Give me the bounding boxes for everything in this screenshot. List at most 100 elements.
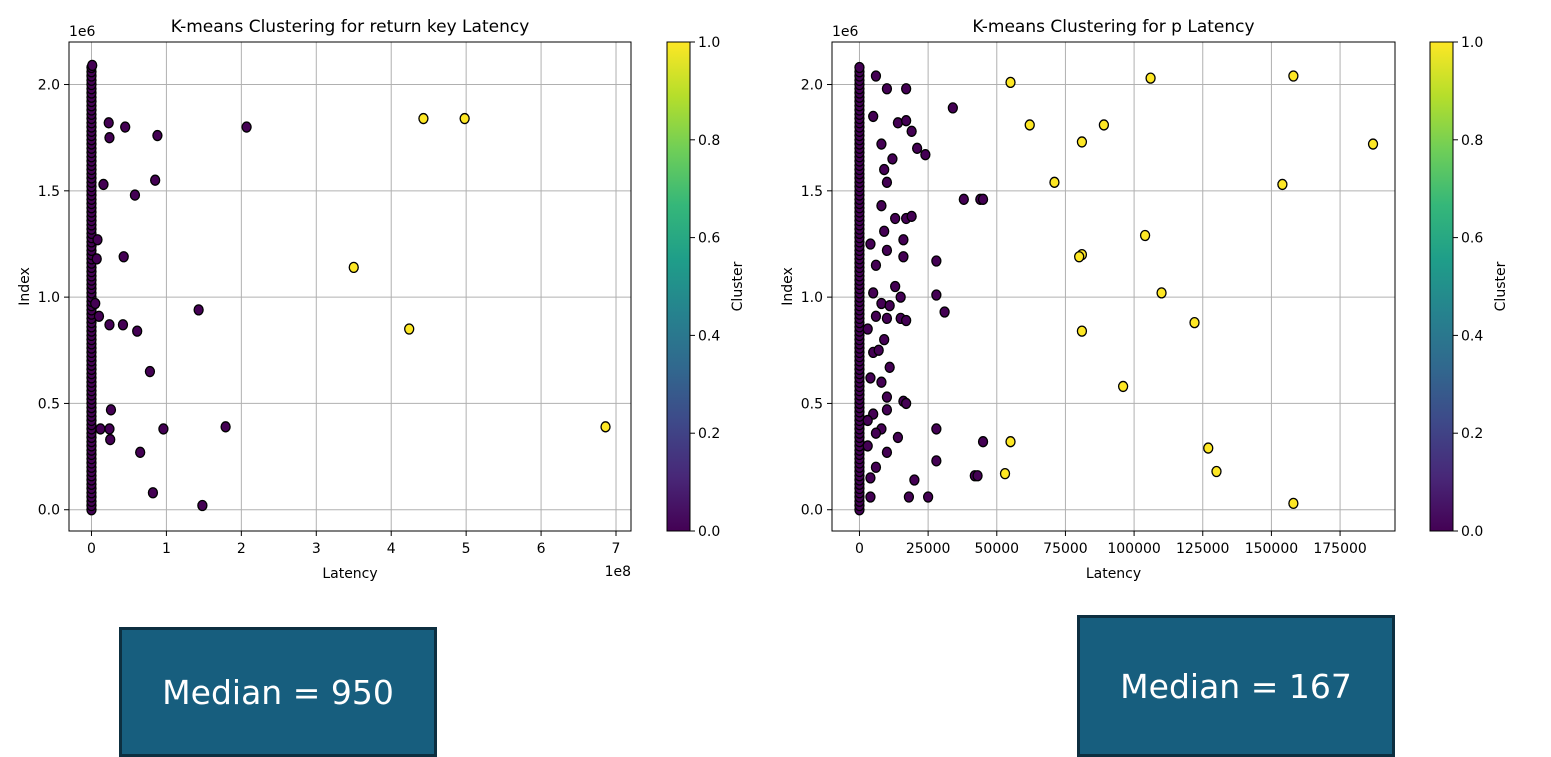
data-point bbox=[898, 251, 909, 263]
data-point bbox=[95, 423, 106, 435]
colorbar-tick-label: 0.6 bbox=[698, 231, 720, 247]
data-point bbox=[892, 117, 904, 129]
x-tick-label: 0 bbox=[87, 541, 96, 557]
data-point bbox=[1139, 229, 1151, 242]
data-point bbox=[879, 225, 890, 237]
data-point bbox=[881, 391, 893, 403]
colorbar-tick-label: 0.0 bbox=[698, 524, 720, 540]
data-point bbox=[906, 125, 917, 137]
data-point bbox=[197, 499, 208, 512]
data-point bbox=[870, 427, 882, 439]
colorbar-gradient bbox=[666, 41, 691, 532]
data-point bbox=[1076, 325, 1088, 337]
data-point bbox=[931, 423, 942, 435]
data-point bbox=[911, 142, 923, 154]
colorbar-tick-label: 0.2 bbox=[698, 426, 720, 442]
x-tick-label: 175000 bbox=[1313, 541, 1366, 557]
data-point bbox=[958, 193, 969, 205]
x-tick-label: 5 bbox=[462, 541, 471, 557]
data-point bbox=[120, 121, 131, 133]
data-point bbox=[105, 404, 117, 416]
x-offset-text: 1e8 bbox=[605, 564, 631, 580]
data-point bbox=[890, 280, 901, 293]
colorbar-tick-label: 0.0 bbox=[1461, 524, 1483, 540]
colorbar-label: Cluster bbox=[730, 261, 746, 311]
data-point bbox=[972, 470, 983, 482]
x-tick-label: 6 bbox=[537, 541, 546, 557]
data-point bbox=[906, 210, 917, 222]
median-label-right: Median = 167 bbox=[1120, 666, 1352, 706]
data-point bbox=[1076, 136, 1088, 148]
data-point bbox=[1074, 251, 1085, 263]
data-point bbox=[879, 163, 890, 176]
x-tick-label: 25000 bbox=[906, 541, 951, 557]
data-point bbox=[873, 344, 884, 356]
data-point bbox=[158, 423, 169, 435]
data-point bbox=[901, 314, 912, 327]
data-point bbox=[1098, 119, 1110, 131]
data-point bbox=[862, 323, 873, 335]
data-point bbox=[865, 472, 876, 484]
y-tick-label: 0.5 bbox=[801, 396, 823, 412]
data-point bbox=[348, 261, 359, 274]
colorbar-tick-label: 0.4 bbox=[1461, 328, 1483, 344]
data-point bbox=[865, 372, 876, 384]
data-point bbox=[884, 299, 895, 312]
x-tick-label: 50000 bbox=[975, 541, 1020, 557]
colorbar-tick-label: 1.0 bbox=[1461, 35, 1483, 51]
data-point bbox=[931, 455, 942, 467]
data-point bbox=[1288, 497, 1299, 510]
colorbar-tick-label: 1.0 bbox=[698, 35, 720, 51]
data-point bbox=[1156, 287, 1167, 299]
data-point bbox=[977, 193, 989, 205]
median-label-left: Median = 950 bbox=[162, 672, 394, 712]
data-point bbox=[892, 431, 904, 444]
x-tick-label: 75000 bbox=[1043, 541, 1088, 557]
data-point bbox=[870, 461, 882, 473]
y-tick-label: 1.5 bbox=[38, 184, 60, 200]
x-axis-label: Latency bbox=[322, 566, 377, 582]
data-point bbox=[881, 404, 893, 416]
data-point bbox=[1005, 76, 1016, 89]
data-point bbox=[1367, 138, 1379, 150]
x-tick-label: 7 bbox=[612, 541, 621, 557]
data-point bbox=[92, 234, 103, 246]
chart-title: K-means Clustering for p Latency bbox=[972, 17, 1254, 37]
y-tick-label: 1.5 bbox=[801, 184, 823, 200]
data-point bbox=[220, 421, 231, 433]
x-tick-label: 4 bbox=[387, 541, 396, 557]
colorbar-tick-label: 0.6 bbox=[1461, 231, 1483, 247]
x-tick-label: 150000 bbox=[1245, 541, 1298, 557]
data-point bbox=[868, 287, 879, 299]
data-point bbox=[890, 212, 901, 225]
y-tick-label: 1.0 bbox=[38, 290, 60, 306]
data-point bbox=[876, 200, 887, 212]
data-point bbox=[868, 110, 879, 123]
data-point bbox=[1277, 178, 1288, 191]
colorbar-gradient bbox=[1429, 41, 1454, 532]
y-offset-text: 1e6 bbox=[832, 24, 859, 40]
data-point bbox=[1117, 380, 1129, 393]
data-point bbox=[901, 83, 912, 95]
data-point bbox=[1024, 119, 1035, 131]
data-point bbox=[947, 102, 958, 114]
data-point bbox=[459, 112, 470, 125]
data-point bbox=[901, 397, 912, 410]
data-point bbox=[881, 244, 893, 257]
x-tick-label: 2 bbox=[237, 541, 246, 557]
y-tick-label: 1.0 bbox=[801, 290, 823, 306]
median-box-left: Median = 950 bbox=[119, 627, 437, 757]
data-point bbox=[884, 361, 895, 373]
data-point bbox=[98, 178, 109, 191]
data-point bbox=[90, 297, 101, 310]
y-tick-label: 2.0 bbox=[38, 78, 60, 94]
data-point bbox=[104, 319, 115, 331]
data-point bbox=[999, 467, 1011, 480]
data-point bbox=[118, 251, 129, 263]
data-point bbox=[105, 433, 116, 446]
colorbar-0: 0.0 0.2 0.4 0.6 0.8 1.0 Cluster bbox=[666, 35, 746, 540]
x-axis-label: Latency bbox=[1086, 566, 1141, 582]
x-tick-label: 0 bbox=[855, 541, 864, 557]
data-point bbox=[895, 291, 906, 303]
